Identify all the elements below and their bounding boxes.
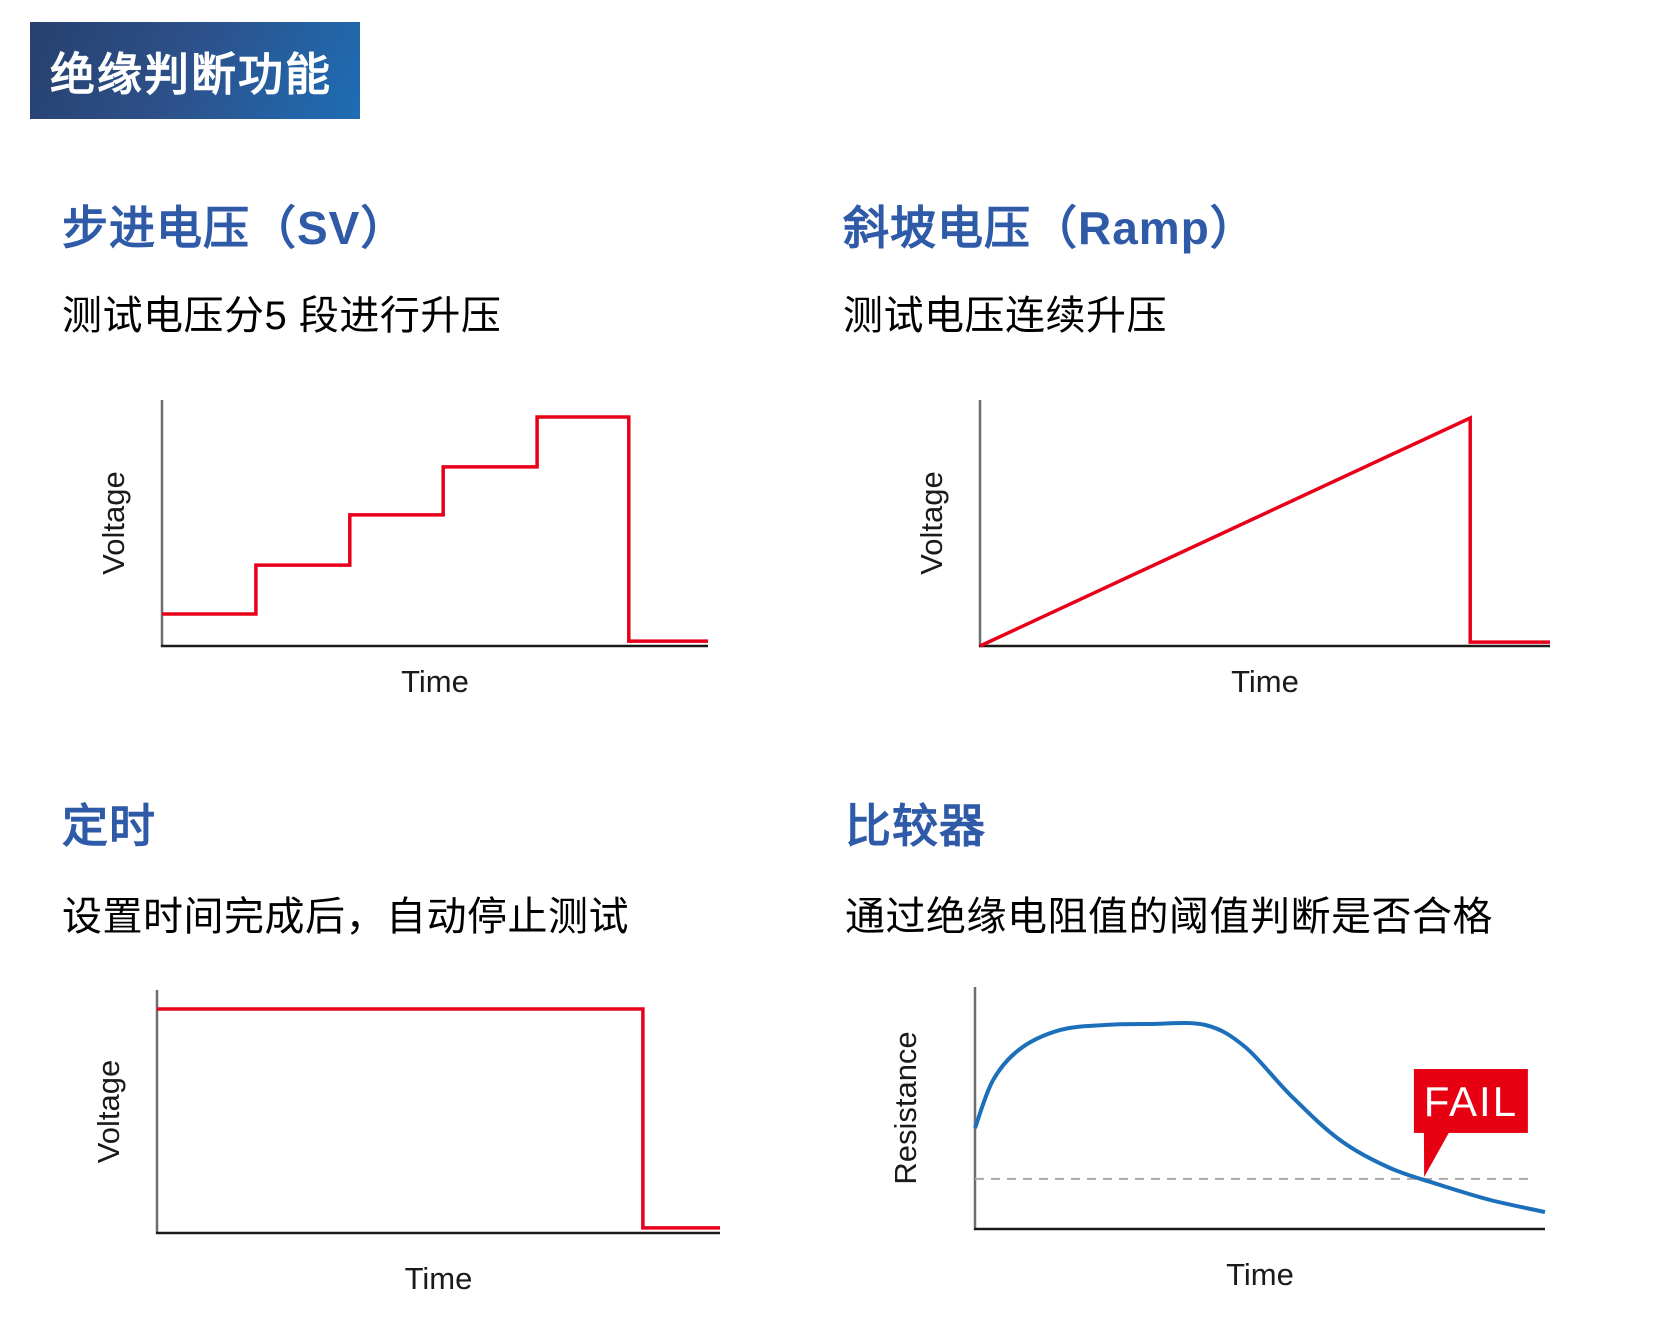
- timer-chart: Time Voltage: [91, 990, 720, 1296]
- section-description-step-voltage: 测试电压分5 段进行升压: [62, 294, 502, 338]
- ramp-series-line: [979, 415, 1550, 648]
- title-banner: 绝缘判断功能: [30, 22, 360, 119]
- fail-callout-tail: [1423, 1130, 1450, 1177]
- ramp-voltage-chart: Time Voltage: [914, 400, 1550, 699]
- comparator-xlabel: Time: [1226, 1257, 1294, 1292]
- step-ylabel: Voltage: [96, 471, 131, 574]
- comparator-series-line: [973, 1021, 1546, 1215]
- section-heading-step-voltage: 步进电压（SV）: [62, 202, 408, 254]
- section-description-ramp-voltage: 测试电压连续升压: [843, 294, 1167, 338]
- page-title: 绝缘判断功能: [50, 49, 333, 100]
- ramp-ylabel: Voltage: [914, 471, 949, 574]
- ramp-xlabel: Time: [1231, 664, 1299, 699]
- fail-label: FAIL: [1424, 1078, 1518, 1125]
- step-xlabel: Time: [401, 664, 469, 699]
- fail-callout-box: [1413, 1069, 1528, 1133]
- section-heading-comparator: 比较器: [845, 800, 986, 852]
- timer-ylabel: Voltage: [91, 1060, 126, 1163]
- section-heading-ramp-voltage: 斜坡电压（Ramp）: [843, 202, 1257, 254]
- timer-series-line: [157, 1007, 720, 1230]
- comparator-ylabel: Resistance: [888, 1031, 923, 1184]
- step-voltage-chart: Time Voltage: [96, 400, 708, 699]
- section-description-timer: 设置时间完成后，自动停止测试: [62, 895, 629, 939]
- section-heading-timer: 定时: [62, 800, 156, 852]
- step-series-line: [162, 415, 708, 643]
- comparator-chart: FAIL Time Resistance: [888, 987, 1546, 1292]
- timer-xlabel: Time: [405, 1261, 473, 1296]
- section-description-comparator: 通过绝缘电阻值的阈值判断是否合格: [845, 895, 1493, 939]
